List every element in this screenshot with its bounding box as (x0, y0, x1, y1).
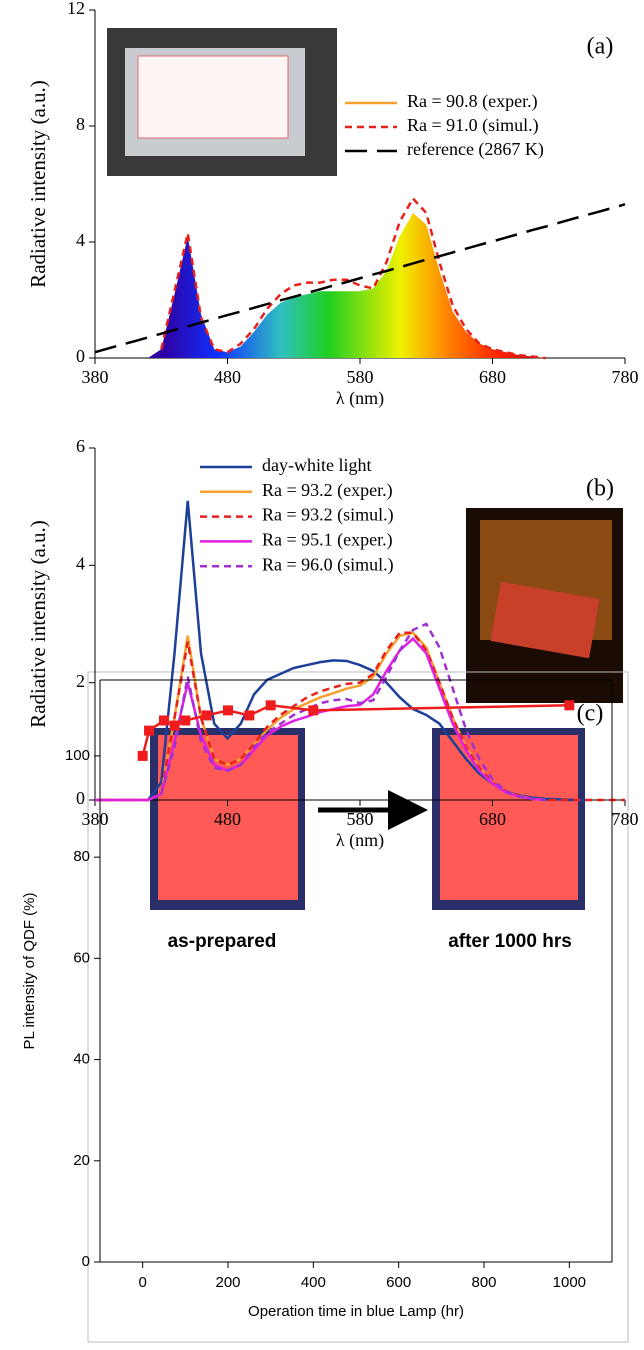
x-tick-label: 580 (347, 367, 374, 387)
marker (223, 705, 233, 715)
x-tick-label: 680 (479, 367, 506, 387)
marker (144, 726, 154, 736)
legend-label: Ra = 95.1 (exper.) (262, 530, 393, 551)
x-tick-label: 480 (214, 367, 241, 387)
y-axis-label: Radiative intensity (a.u.) (26, 520, 50, 728)
x-tick-label: 1000 (553, 1274, 586, 1291)
panel-label: (a) (587, 34, 614, 60)
y-tick-label: 12 (67, 0, 85, 18)
marker (244, 710, 254, 720)
panel-label: (c) (577, 701, 604, 727)
x-tick-label: 600 (386, 1274, 411, 1291)
y-tick-label: 4 (76, 230, 85, 250)
y-tick-label: 2 (76, 671, 85, 691)
x-tick-label: 380 (82, 367, 109, 387)
y-tick-label: 8 (76, 114, 85, 134)
y-tick-label: 40 (73, 1051, 90, 1068)
x-axis-label: λ (nm) (336, 830, 384, 851)
legend-label: Ra = 93.2 (exper.) (262, 480, 393, 501)
page: {"chart_data": [ {"type": "line", "label… (0, 0, 644, 1350)
x-tick-label: 680 (479, 809, 506, 829)
annotation: as-prepared (168, 931, 277, 952)
legend-label: Ra = 90.8 (exper.) (407, 91, 538, 112)
marker (308, 705, 318, 715)
x-tick-label: 780 (612, 809, 639, 829)
marker (564, 700, 574, 710)
y-tick-label: 6 (76, 436, 85, 456)
photo-light (138, 56, 288, 138)
x-axis-label: Operation time in blue Lamp (hr) (248, 1303, 464, 1320)
x-axis-label: λ (nm) (336, 388, 384, 409)
legend-label: Ra = 91.0 (simul.) (407, 115, 539, 136)
marker (159, 715, 169, 725)
marker (138, 751, 148, 761)
x-tick-label: 800 (471, 1274, 496, 1291)
marker (170, 721, 180, 731)
y-tick-label: 60 (73, 949, 90, 966)
y-tick-label: 20 (73, 1152, 90, 1169)
y-tick-label: 100 (65, 747, 90, 764)
marker (180, 715, 190, 725)
panel-label: (b) (586, 476, 614, 502)
legend-label: Ra = 96.0 (simul.) (262, 554, 394, 575)
figure: 38048058068078004812λ (nm)Radiative inte… (0, 0, 644, 1350)
x-tick-label: 480 (214, 809, 241, 829)
area (148, 213, 546, 358)
annotation: after 1000 hrs (448, 931, 572, 952)
y-tick-label: 0 (76, 346, 85, 366)
legend-label: Ra = 93.2 (simul.) (262, 505, 394, 526)
legend-label: reference (2867 K) (407, 139, 544, 160)
x-tick-label: 780 (612, 367, 639, 387)
y-tick-label: 0 (76, 788, 85, 808)
y-tick-label: 80 (73, 848, 90, 865)
y-tick-label: 4 (76, 553, 85, 573)
y-axis-label: PL intensity of QDF (%) (21, 893, 38, 1050)
marker (266, 700, 276, 710)
y-axis-label: Radiative intensity (a.u.) (26, 80, 50, 288)
x-tick-label: 0 (138, 1274, 146, 1291)
film (440, 735, 578, 900)
x-tick-label: 400 (301, 1274, 326, 1291)
legend-label: day-white light (262, 455, 371, 475)
x-tick-label: 200 (215, 1274, 240, 1291)
marker (202, 710, 212, 720)
x-tick-label: 580 (347, 809, 374, 829)
y-tick-label: 0 (82, 1253, 90, 1270)
x-tick-label: 380 (82, 809, 109, 829)
